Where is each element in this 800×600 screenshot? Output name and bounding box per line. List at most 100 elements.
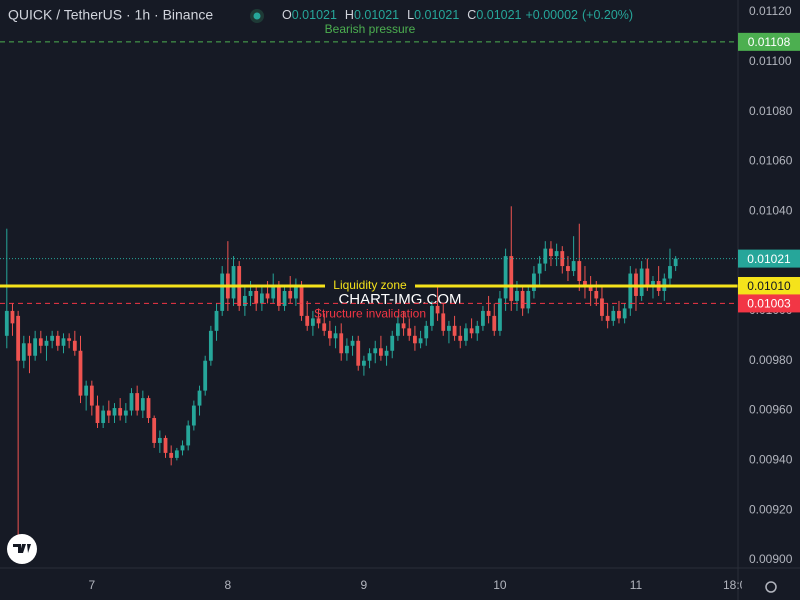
level-label-bg [325, 278, 415, 293]
candle-body [310, 318, 315, 326]
candle-body [174, 450, 179, 458]
price-tag [738, 32, 800, 51]
y-tick-label: 0.01040 [749, 203, 793, 217]
candle-body [503, 256, 508, 299]
candle-body [566, 266, 570, 272]
x-tick-label: 18:00 [723, 578, 753, 592]
candle-body [157, 437, 162, 443]
candle-body [452, 325, 457, 336]
candle-body [390, 335, 395, 351]
candle-body [112, 408, 117, 416]
y-tick-label: 0.00960 [749, 403, 793, 417]
level-label: Liquidity zone [333, 278, 407, 292]
candle-body [61, 338, 66, 346]
candle-body [265, 293, 270, 299]
candle-body [146, 398, 151, 419]
candle-body [367, 353, 372, 361]
y-tick-label: 0.00940 [749, 453, 793, 467]
candle-body [588, 285, 593, 291]
candle-body [617, 310, 621, 319]
candle-body [254, 290, 259, 304]
candle-body [271, 285, 276, 299]
x-tick-label: 8 [225, 578, 232, 592]
candle-body [509, 256, 514, 301]
candle-body [469, 328, 474, 334]
candle-body [276, 285, 281, 306]
candle-body [101, 410, 106, 424]
candle-body [645, 268, 650, 286]
candle-body [384, 350, 389, 356]
candle-body [464, 328, 468, 341]
candle-body [305, 315, 310, 326]
levels: Bearish pressure Liquidity zone Structure … [0, 22, 738, 321]
candle-body [50, 335, 55, 341]
x-tick-label: 10 [493, 578, 507, 592]
candle-body [118, 408, 123, 416]
candle-body [600, 298, 604, 316]
candle-body [55, 335, 60, 346]
candle-body [293, 285, 298, 299]
candle-body [10, 310, 15, 324]
candle-body [356, 340, 361, 366]
ohlc-key: O [282, 8, 292, 22]
candle-body [259, 293, 264, 304]
candle-body [231, 266, 236, 299]
candle-body [605, 315, 610, 321]
candle-body [407, 328, 412, 336]
y-tick-label: 0.00980 [749, 353, 793, 367]
candle-body [322, 323, 327, 331]
price-tag-label: 0.01021 [747, 252, 791, 266]
candle-body [123, 410, 128, 416]
settings-icon[interactable] [765, 581, 777, 593]
candle-body [208, 330, 213, 361]
candle-body [435, 305, 440, 314]
candle-body [350, 340, 355, 346]
candle-body [413, 335, 417, 344]
candle-body [72, 340, 77, 351]
x-tick-label: 11 [630, 578, 643, 592]
candle-body [16, 315, 21, 361]
candle-body [288, 290, 293, 299]
candle-body [520, 290, 525, 309]
candle-body [299, 285, 304, 316]
candle-body [611, 310, 616, 321]
candle-body [396, 323, 400, 336]
candle-body [441, 313, 446, 331]
change-pct: (+0.20%) [582, 8, 633, 22]
ohlc-value: 0.01021 [354, 8, 399, 22]
candle-body [44, 340, 49, 346]
price-tag [738, 294, 800, 313]
candle-body [135, 393, 140, 411]
candle-body [492, 315, 497, 331]
candle-body [571, 261, 576, 272]
candle-body [373, 348, 378, 354]
candle-body [673, 258, 678, 267]
candle-body [554, 251, 559, 257]
price-tag [738, 276, 800, 295]
ohlc-legend: O0.01021 H0.01021 L0.01021 C0.01021 +0.00002… [282, 8, 633, 22]
price-tag-label: 0.01108 [748, 35, 791, 49]
candle-body [361, 360, 366, 366]
change: +0.00002 [526, 8, 579, 22]
candle-body [594, 290, 599, 299]
candle-body [203, 360, 208, 391]
candle-body [668, 266, 672, 279]
candle-body [628, 273, 633, 309]
candle-body [339, 333, 344, 354]
candle-body [129, 393, 134, 411]
candle-body [220, 273, 225, 311]
candle-body [526, 290, 531, 309]
candle-body [543, 248, 548, 264]
candle-body [67, 338, 72, 341]
candle-body [447, 325, 451, 331]
status-dot-inner [253, 12, 261, 20]
price-tags: 0.01108 0.01021 0.01010 0.01003 [738, 32, 800, 313]
logo-mark [13, 544, 31, 553]
candle-body [401, 323, 406, 329]
candle-body [21, 343, 26, 361]
price-tag-label: 0.01003 [747, 297, 791, 311]
candle-body [169, 452, 174, 458]
